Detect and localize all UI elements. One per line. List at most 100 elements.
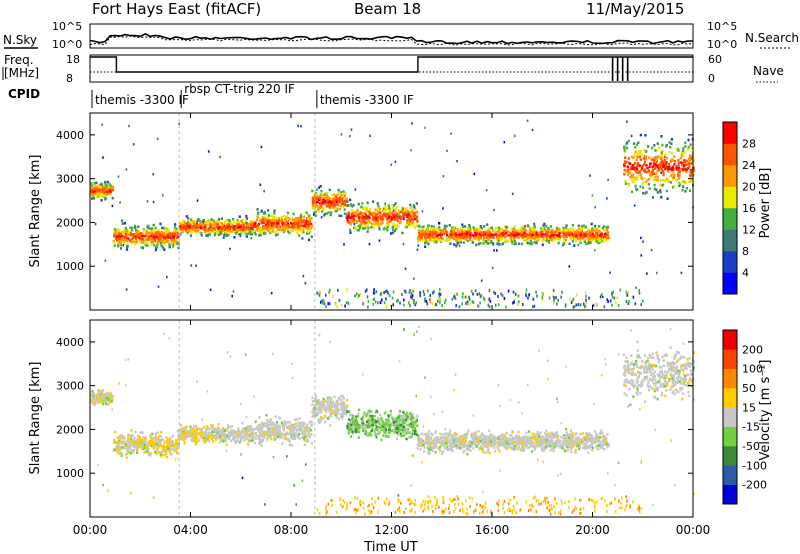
scatter-cell (651, 165, 654, 169)
scatter-cell (388, 208, 391, 211)
scatter-cell (344, 203, 347, 206)
scatter-cell (221, 427, 225, 430)
scatter-cell (475, 243, 478, 247)
scatter-cell (535, 231, 538, 235)
scatter-cell (268, 432, 271, 435)
scatter-cell (624, 156, 627, 159)
scatter-cell (331, 197, 334, 201)
scatter-cell (281, 229, 284, 232)
scatter-cell (496, 249, 498, 252)
scatter-cell (226, 223, 229, 227)
scatter-cell (243, 433, 247, 436)
scatter-cell (106, 187, 109, 191)
scatter-cell (234, 232, 237, 235)
scatter-cell (659, 189, 662, 192)
scatter-cell (248, 429, 251, 432)
scatter-cell (165, 436, 168, 439)
scatter-cell (96, 195, 100, 198)
scatter-cell (350, 219, 353, 222)
scatter-cell (249, 220, 252, 223)
scatter-cell (687, 180, 691, 183)
scatter-cell (419, 291, 421, 295)
scatter-cell (244, 436, 247, 440)
scatter-cell (468, 236, 471, 240)
scatter-cell (113, 234, 117, 238)
scatter-cell (330, 193, 333, 197)
scatter-cell (192, 222, 195, 225)
scatter-cell (389, 216, 392, 220)
scatter-cell (644, 150, 648, 153)
scatter-cell (195, 432, 198, 435)
scatter-cell (258, 234, 261, 237)
scatter-cell (254, 229, 257, 233)
scatter-cell (431, 302, 433, 306)
scatter-cell (90, 399, 93, 403)
scatter-cell (290, 444, 293, 447)
scatter-cell (576, 293, 578, 297)
scatter-cell (96, 185, 99, 189)
scatter-cell (358, 219, 361, 222)
scatter-cell (355, 209, 358, 212)
scatter-cell (226, 427, 229, 430)
scatter-cell (677, 174, 680, 177)
scatter-cell (519, 232, 522, 236)
scatter-cell (216, 232, 219, 235)
scatter-cell (501, 227, 504, 231)
scatter-cell (395, 205, 398, 209)
scatter-cell (565, 234, 568, 238)
scatter-cell (381, 221, 384, 224)
scatter-cell (134, 224, 137, 228)
scatter-cell (372, 291, 375, 295)
scatter-cell (660, 151, 663, 154)
scatter-cell (666, 166, 669, 169)
scatter-cell (530, 242, 533, 246)
scatter-cell (279, 219, 282, 223)
scatter-cell (263, 231, 266, 235)
scatter-cell (413, 301, 415, 305)
scatter-cell (526, 119, 529, 122)
scatter-cell (445, 239, 449, 242)
scatter-cell (205, 228, 208, 231)
scatter-cell (635, 178, 639, 181)
scatter-cell (493, 249, 495, 252)
scatter-cell (392, 218, 395, 221)
scatter-cell (463, 236, 466, 240)
scatter-cell (447, 238, 450, 241)
scatter-cell (269, 422, 272, 426)
scatter-cell (332, 295, 334, 299)
scatter-cell (125, 444, 128, 448)
scatter-cell (689, 174, 693, 178)
scatter-cell (280, 218, 284, 222)
scatter-cell (665, 161, 668, 164)
scatter-cell (537, 231, 540, 235)
scatter-cell (178, 436, 181, 439)
scatter-cell (366, 288, 368, 292)
scatter-cell (529, 226, 532, 230)
scatter-cell (407, 301, 410, 305)
scatter-cell (91, 197, 94, 200)
scatter-cell (163, 239, 166, 242)
scatter-cell (146, 200, 149, 203)
scatter-cell (140, 236, 143, 240)
scatter-cell (525, 288, 528, 292)
scatter-cell (415, 202, 418, 205)
scatter-cell (632, 142, 636, 145)
scatter-cell (125, 446, 128, 450)
scatter-cell (173, 233, 176, 236)
scatter-cell (392, 204, 396, 207)
scatter-cell (349, 222, 352, 226)
scatter-cell (175, 438, 178, 442)
scatter-cell (149, 231, 152, 235)
scatter-cell (472, 234, 475, 237)
scatter-cell (132, 434, 135, 437)
scatter-cell (240, 436, 243, 439)
scatter-cell (298, 417, 301, 420)
scatter-cell (124, 443, 127, 446)
scatter-cell (307, 238, 311, 242)
scatter-cell (572, 297, 575, 301)
scatter-cell (124, 233, 127, 236)
scatter-cell (269, 219, 272, 222)
scatter-cell (228, 435, 231, 438)
scatter-cell (198, 427, 201, 431)
scatter-cell (309, 229, 312, 232)
